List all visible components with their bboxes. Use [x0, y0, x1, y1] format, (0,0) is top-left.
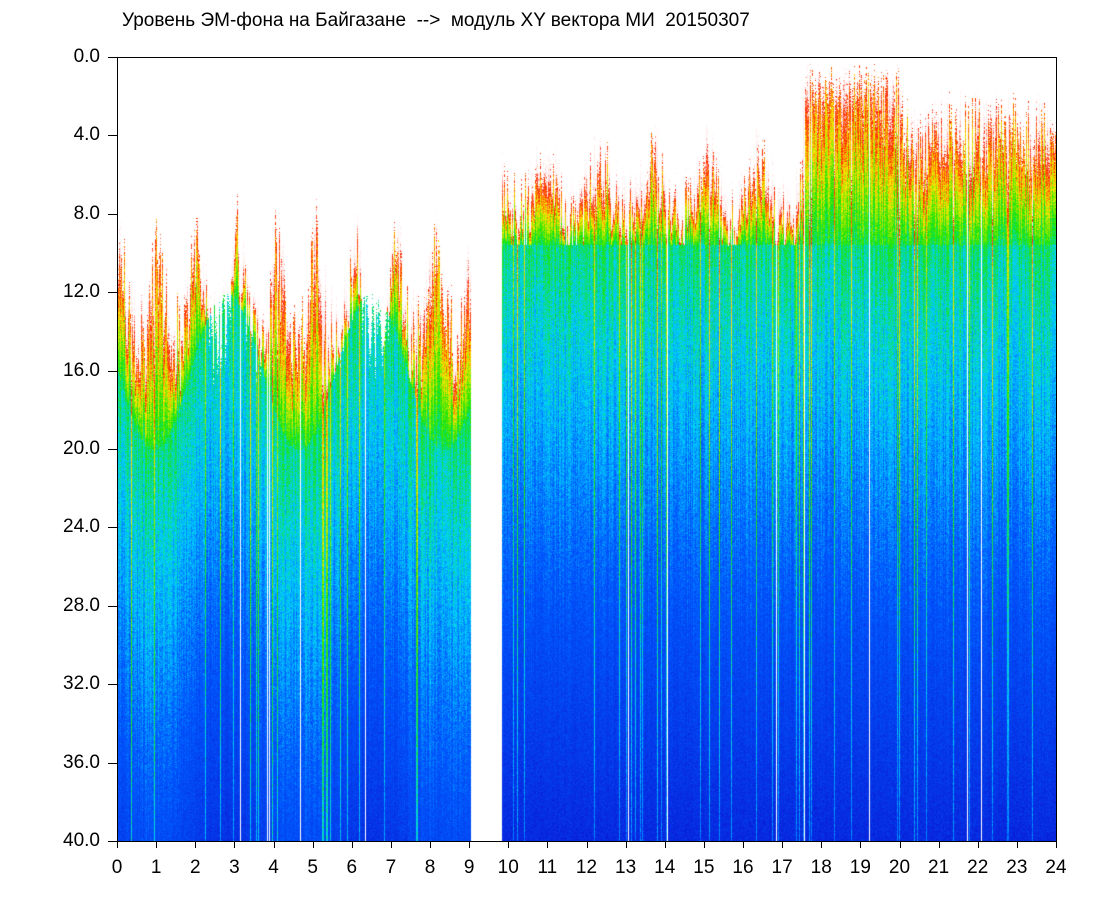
x-tick-mark	[430, 842, 431, 848]
x-tick-mark	[312, 842, 314, 848]
y-tick-mark	[108, 57, 117, 58]
x-tick-label: 20	[888, 857, 911, 878]
x-tick-mark	[351, 842, 353, 848]
x-tick-mark	[821, 842, 823, 848]
y-tick-label: 0.0	[73, 46, 100, 67]
x-tick-mark	[625, 842, 627, 848]
x-tick-mark	[860, 842, 862, 848]
y-tick-label: 12.0	[63, 281, 100, 303]
y-tick-mark	[108, 841, 117, 842]
y-tick-mark	[108, 135, 117, 137]
x-tick-mark	[234, 842, 236, 848]
y-tick-label: 32.0	[63, 673, 100, 695]
y-tick-label: 24.0	[63, 516, 100, 538]
x-tick-label: 19	[849, 857, 871, 878]
x-tick-label: 10	[497, 857, 519, 878]
x-tick-label: 22	[967, 857, 989, 878]
x-tick-label: 8	[424, 857, 436, 878]
x-tick-mark	[390, 842, 392, 848]
y-tick-mark	[108, 292, 117, 294]
x-tick-label: 23	[1006, 857, 1028, 878]
x-tick-label: 12	[575, 857, 598, 878]
spectrogram-canvas	[118, 58, 1056, 841]
x-tick-label: 17	[771, 857, 793, 878]
x-tick-label: 14	[654, 857, 676, 878]
y-tick-mark	[108, 762, 117, 764]
x-tick-label: 11	[537, 857, 558, 878]
x-tick-mark	[195, 842, 197, 848]
plot-area	[117, 57, 1057, 842]
x-tick-label: 16	[732, 857, 754, 878]
x-tick-label: 18	[810, 857, 832, 878]
x-tick-label: 7	[385, 857, 397, 878]
y-tick-label: 20.0	[63, 438, 100, 459]
chart-title: Уровень ЭМ-фона на Байгазане --> модуль …	[122, 10, 750, 31]
x-tick-mark	[664, 842, 666, 848]
y-tick-mark	[108, 605, 117, 607]
y-tick-label: 28.0	[63, 594, 100, 616]
x-tick-mark	[703, 842, 705, 848]
y-tick-label: 36.0	[63, 751, 100, 773]
x-tick-mark	[156, 842, 158, 848]
x-tick-label: 15	[693, 857, 715, 878]
x-tick-mark	[743, 842, 744, 848]
y-tick-label: 4.0	[73, 124, 100, 146]
x-tick-mark	[899, 842, 901, 848]
x-tick-mark	[469, 842, 471, 848]
x-tick-label: 5	[307, 857, 318, 878]
x-tick-mark	[1016, 842, 1018, 848]
x-tick-label: 6	[346, 857, 358, 878]
y-tick-mark	[108, 213, 117, 215]
y-tick-mark	[108, 449, 117, 450]
x-tick-mark	[273, 842, 275, 848]
x-tick-label: 9	[463, 857, 475, 878]
x-tick-mark	[547, 842, 549, 848]
x-tick-mark	[782, 842, 784, 848]
y-tick-label: 40.0	[63, 830, 100, 851]
y-tick-label: 8.0	[73, 202, 100, 224]
x-tick-label: 1	[150, 857, 162, 878]
x-tick-mark	[586, 842, 588, 848]
y-tick-mark	[108, 370, 117, 372]
x-tick-label: 13	[615, 857, 637, 878]
x-tick-mark	[1056, 842, 1057, 848]
x-tick-mark	[938, 842, 940, 848]
x-tick-label: 21	[928, 857, 950, 878]
x-tick-label: 0	[111, 857, 123, 878]
y-tick-mark	[108, 684, 117, 686]
x-tick-label: 24	[1045, 857, 1067, 878]
x-tick-mark	[117, 842, 118, 848]
y-tick-label: 16.0	[63, 359, 100, 381]
x-tick-mark	[508, 842, 510, 848]
y-tick-mark	[108, 527, 117, 529]
x-tick-label: 4	[268, 857, 279, 878]
x-tick-label: 3	[229, 857, 240, 878]
x-tick-mark	[977, 842, 979, 848]
x-tick-label: 2	[189, 857, 201, 878]
